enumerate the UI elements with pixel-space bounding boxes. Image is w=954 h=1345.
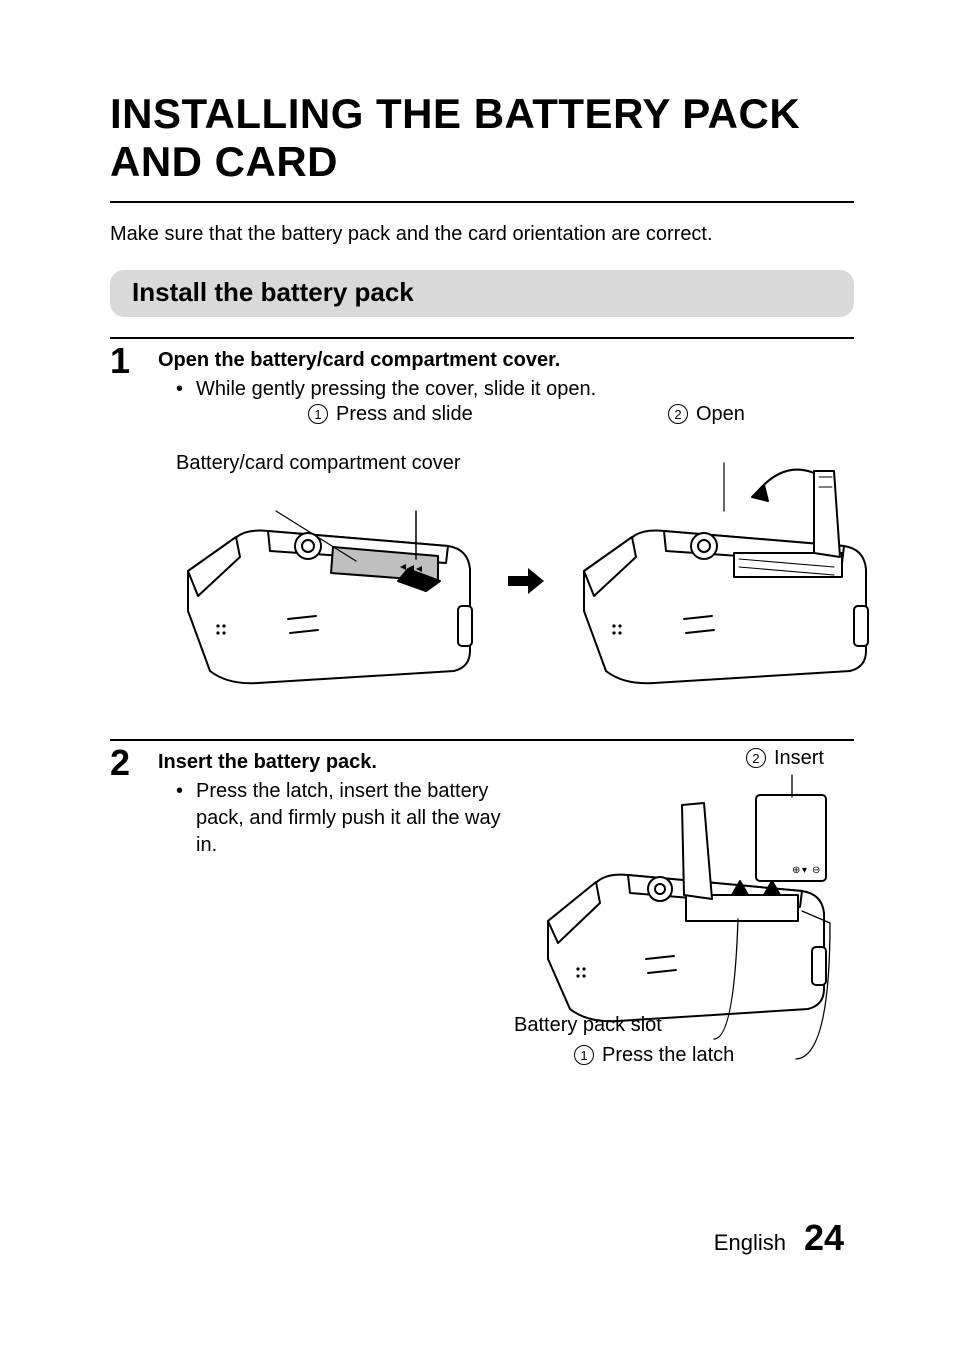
bullet-icon: •	[176, 778, 186, 859]
title-rule	[110, 201, 854, 203]
bullet-text: While gently pressing the cover, slide i…	[196, 376, 596, 403]
callout-press-latch: 1 Press the latch	[574, 1044, 734, 1067]
callout-press-slide: 1 Press and slide	[308, 403, 473, 426]
page-footer: English 24	[714, 1217, 844, 1259]
page-title: INSTALLING THE BATTERY PACK AND CARD	[110, 90, 854, 187]
step-rule	[110, 739, 854, 741]
step-bullet: • While gently pressing the cover, slide…	[158, 376, 854, 403]
page-container: INSTALLING THE BATTERY PACK AND CARD Mak…	[0, 0, 954, 1345]
intro-text: Make sure that the battery pack and the …	[110, 221, 854, 248]
footer-language: English	[714, 1230, 786, 1256]
bullet-text: Press the latch, insert the battery pack…	[196, 778, 514, 859]
circled-number-icon: 1	[308, 404, 328, 424]
callout-insert: 2 Insert	[746, 747, 824, 770]
circled-number-icon: 2	[668, 404, 688, 424]
step-1: 1 Open the battery/card compartment cove…	[110, 337, 854, 733]
arrow-right-icon	[506, 566, 546, 596]
svg-text:⊖: ⊖	[812, 865, 820, 876]
footer-page-number: 24	[804, 1217, 844, 1259]
step-title: Insert the battery pack.	[158, 751, 514, 774]
callout-label-text: Insert	[774, 747, 824, 770]
step-rule	[110, 337, 854, 339]
callout-label-text: Open	[696, 403, 745, 426]
svg-text:⊕: ⊕	[792, 865, 800, 876]
step-number: 2	[110, 745, 136, 781]
step-2: 2 Insert the battery pack. • Press the l…	[110, 739, 854, 1071]
callout-open: 2 Open	[668, 403, 745, 426]
circled-number-icon: 2	[746, 748, 766, 768]
camera-diagram-left	[158, 451, 488, 711]
annotation-battery-slot: Battery pack slot	[514, 1014, 662, 1037]
svg-text:▾: ▾	[802, 865, 807, 876]
camera-diagram-right	[564, 451, 884, 711]
step-title: Open the battery/card compartment cover.	[158, 349, 854, 372]
step-bullet: • Press the latch, insert the battery pa…	[158, 778, 514, 859]
step-number: 1	[110, 343, 136, 379]
section-header: Install the battery pack	[110, 270, 854, 317]
bullet-icon: •	[176, 376, 186, 403]
step-2-figure: 2 Insert	[534, 751, 854, 1071]
circled-number-icon: 1	[574, 1045, 594, 1065]
callout-label-text: Press and slide	[336, 403, 473, 426]
callout-label-text: Press the latch	[602, 1044, 734, 1067]
step-1-figure: 1 Press and slide 2 Open Battery/card co…	[158, 403, 854, 733]
